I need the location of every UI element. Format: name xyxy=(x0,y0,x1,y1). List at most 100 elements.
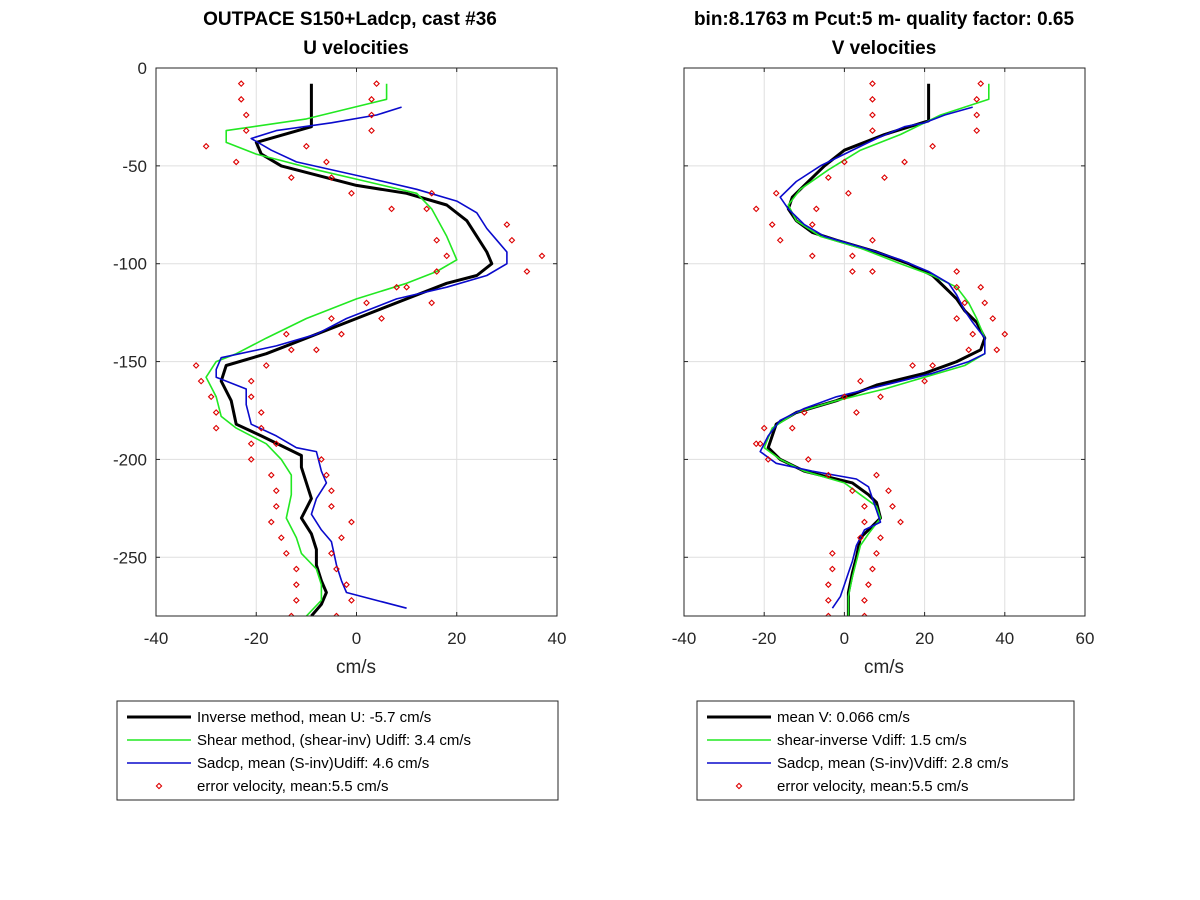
left-error-velocity-marker xyxy=(267,518,275,526)
right-error-velocity-marker xyxy=(989,315,997,322)
right-error-velocity-marker xyxy=(857,377,864,385)
right-error-velocity-marker xyxy=(845,189,852,197)
right-error-velocity-marker xyxy=(849,268,856,275)
left-error-velocity-marker xyxy=(313,346,320,354)
left-error-velocity-marker xyxy=(368,127,375,135)
right-error-velocity-marker xyxy=(849,487,856,495)
right-error-velocity-marker xyxy=(828,565,836,573)
left-error-velocity-marker xyxy=(282,330,290,338)
left-y-tick-label: -100 xyxy=(113,255,147,274)
right-error-velocity-marker xyxy=(849,252,856,260)
left-error-velocity-marker xyxy=(212,424,220,432)
left-error-velocity-marker xyxy=(232,158,240,166)
left-error-velocity-marker xyxy=(328,549,335,557)
right-error-velocity-marker xyxy=(981,299,989,307)
right-error-velocity-marker xyxy=(973,111,981,119)
right-error-velocity-marker xyxy=(861,596,868,604)
right-error-velocity-marker xyxy=(973,95,981,103)
right-error-velocity-marker xyxy=(824,471,832,479)
left-error-velocity-marker xyxy=(373,80,380,88)
left-legend: Inverse method, mean U: -5.7 cm/s Shear m… xyxy=(116,700,559,801)
right-error-velocity-marker xyxy=(808,221,816,228)
right-error-velocity-marker xyxy=(873,549,880,557)
right-error-velocity-marker xyxy=(869,111,876,119)
left-error-velocity-marker xyxy=(538,252,546,260)
right-x-axis-label: cm/s xyxy=(864,657,904,678)
right-error-velocity-marker xyxy=(869,565,876,573)
right-error-velocity-marker xyxy=(788,424,796,432)
right-error-velocity-marker xyxy=(869,268,876,275)
left-error-velocity-marker xyxy=(242,111,250,119)
left-figure-title: OUTPACE S150+Ladcp, cast #36 xyxy=(203,9,497,30)
left-error-velocity-marker xyxy=(302,142,310,150)
right-error-velocity-marker xyxy=(977,80,985,88)
right-x-tick-label: 40 xyxy=(995,629,1014,648)
right-error-velocity-marker xyxy=(752,205,760,213)
right-shear-line xyxy=(763,83,990,616)
left-error-velocity-marker xyxy=(343,581,350,589)
right-error-velocity-marker xyxy=(772,189,780,197)
right-error-velocity-marker xyxy=(824,596,832,604)
right-error-velocity-marker xyxy=(800,409,808,416)
right-error-velocity-marker xyxy=(929,362,936,369)
left-error-velocity-marker xyxy=(247,377,255,385)
left-error-velocity-marker xyxy=(272,487,280,495)
right-error-velocity-marker xyxy=(756,440,764,448)
left-error-velocity-marker xyxy=(287,346,295,354)
left-error-velocity-marker xyxy=(333,612,340,616)
right-error-velocity-marker xyxy=(901,158,908,166)
left-x-tick-label: 40 xyxy=(548,629,567,648)
left-error-velocity-marker xyxy=(207,393,215,401)
left-error-velocity-marker xyxy=(192,362,200,369)
right-plot: -40 -20 0 20 40 60 mean V: 0.066 cm/s shear-inv… xyxy=(672,67,1094,801)
left-error-velocity-marker xyxy=(257,424,265,432)
right-legend-entry: error velocity, mean:5.5 cm/s xyxy=(777,778,968,795)
left-y-tick-label: 0 xyxy=(138,59,147,78)
left-error-velocity-marker xyxy=(292,565,300,573)
right-error-velocity-marker xyxy=(969,330,977,338)
left-error-velocity-marker xyxy=(368,95,375,103)
left-y-tick-label: -50 xyxy=(122,157,147,176)
left-error-velocity-marker xyxy=(338,330,345,338)
left-x-axis-label: cm/s xyxy=(336,657,376,678)
left-error-velocity-marker xyxy=(277,534,285,542)
right-error-velocity-marker xyxy=(953,315,961,322)
right-legend-entry: mean V: 0.066 cm/s xyxy=(777,709,910,726)
left-error-velocity-marker xyxy=(443,252,451,260)
right-error-velocity-marker xyxy=(877,393,884,401)
left-error-velocity-marker xyxy=(282,549,290,557)
right-error-velocity-marker xyxy=(869,127,876,135)
right-error-velocity-marker xyxy=(965,346,973,354)
left-error-velocity-marker xyxy=(292,596,300,604)
right-error-velocity-marker xyxy=(869,80,876,88)
left-error-velocity-marker xyxy=(328,503,335,510)
right-error-velocity-marker xyxy=(973,127,981,135)
right-x-tick-label: -20 xyxy=(752,629,777,648)
right-error-velocity-marker xyxy=(881,174,888,181)
right-error-velocity-marker xyxy=(889,503,896,510)
left-error-velocity-marker xyxy=(433,268,441,275)
left-error-velocity-marker xyxy=(428,299,436,307)
right-x-tick-label: -40 xyxy=(672,629,697,648)
right-error-velocity-marker xyxy=(760,424,768,432)
left-x-tick-label: 20 xyxy=(447,629,466,648)
right-error-velocity-marker xyxy=(768,221,776,228)
left-error-velocity-marker xyxy=(257,409,265,416)
right-error-velocity-marker xyxy=(764,456,772,463)
left-error-velocity-marker xyxy=(287,612,295,616)
left-error-velocity-marker xyxy=(237,95,245,103)
left-legend-entry: Sadcp, mean (S-inv)Udiff: 4.6 cm/s xyxy=(197,755,429,772)
right-error-velocity-marker xyxy=(808,252,816,260)
right-error-velocity-marker xyxy=(885,487,892,495)
right-error-velocity-marker xyxy=(869,236,876,244)
right-error-velocity-marker xyxy=(953,283,961,291)
left-y-tick-label: -150 xyxy=(113,353,147,372)
left-y-tick-label: -200 xyxy=(113,450,147,469)
right-error-velocity-marker xyxy=(929,142,936,150)
right-error-velocity-marker xyxy=(804,456,812,463)
left-error-velocity-marker xyxy=(328,315,335,322)
right-series-group xyxy=(752,80,1009,616)
left-error-velocity-marker xyxy=(363,299,370,307)
right-error-velocity-marker xyxy=(828,549,836,557)
